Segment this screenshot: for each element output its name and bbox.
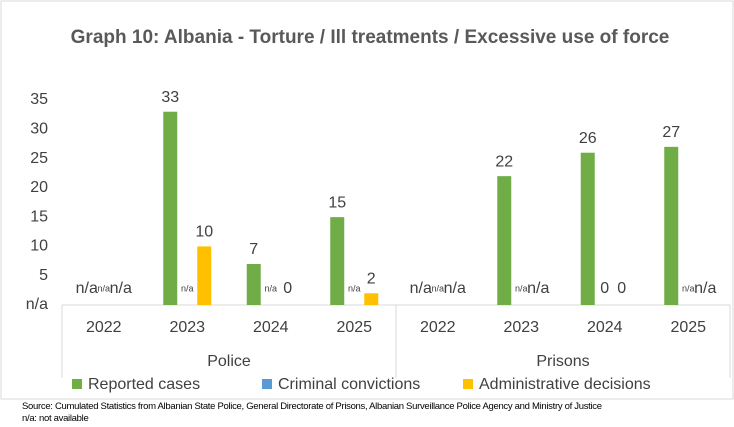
y-tick-label: 10 [30, 238, 48, 255]
bar [330, 217, 345, 305]
bar [163, 111, 178, 305]
data-label: n/a [444, 280, 466, 297]
bar [664, 146, 679, 305]
data-label: 27 [662, 124, 680, 141]
note: n/a: not available [22, 413, 89, 424]
x-tick-label: 2023 [169, 319, 205, 336]
bar [364, 293, 379, 305]
legend-swatch [72, 379, 82, 389]
data-label: 2 [367, 271, 376, 288]
x-tick-label: 2024 [253, 319, 289, 336]
group-label: Prisons [536, 353, 589, 370]
y-tick-label: 20 [30, 179, 48, 196]
data-label: 0 [283, 280, 292, 297]
bar [246, 264, 261, 305]
y-tick-label: 30 [30, 121, 48, 138]
data-label: n/a [515, 283, 528, 293]
chart-title: Graph 10: Albania - Torture / Ill treatm… [70, 27, 670, 48]
x-tick-label: 2025 [670, 319, 706, 336]
legend-label: Reported cases [88, 376, 200, 393]
data-label: n/a [694, 280, 716, 297]
group-label: Police [207, 353, 251, 370]
data-label: 26 [579, 130, 597, 147]
data-label: 15 [328, 194, 346, 211]
y-tick-label: 15 [30, 208, 48, 225]
legend-label: Administrative decisions [479, 376, 651, 393]
data-label: n/a [410, 280, 432, 297]
data-label: 10 [195, 224, 213, 241]
data-label: n/a [431, 283, 444, 293]
data-label: n/a [76, 280, 98, 297]
data-label: 0 [617, 280, 626, 297]
bar [197, 246, 212, 305]
x-tick-label: 2022 [86, 319, 122, 336]
x-tick-label: 2022 [420, 319, 456, 336]
legend-swatch [463, 379, 473, 389]
data-label: n/a [348, 283, 361, 293]
y-tick-label: 5 [39, 267, 48, 284]
legend-swatch [262, 379, 272, 389]
data-label: n/a [110, 280, 132, 297]
y-tick-label: 25 [30, 150, 48, 167]
data-label: 7 [249, 241, 258, 258]
chart-frame [0, 0, 734, 400]
data-label: n/a [97, 283, 110, 293]
x-tick-label: 2025 [336, 319, 372, 336]
data-label: 0 [600, 280, 609, 297]
bar [580, 152, 595, 305]
data-label: n/a [527, 280, 549, 297]
y-tick-label: 35 [30, 91, 48, 108]
bar [497, 176, 512, 305]
y-tick-label: n/a [26, 296, 48, 313]
data-label: n/a [181, 283, 194, 293]
data-label: 33 [161, 89, 179, 106]
legend-label: Criminal convictions [278, 376, 420, 393]
data-label: n/a [682, 283, 695, 293]
source: Source: Cumulated Statistics from Albani… [22, 401, 602, 412]
x-tick-label: 2023 [503, 319, 539, 336]
data-label: 22 [495, 153, 513, 170]
x-tick-label: 2024 [587, 319, 623, 336]
data-label: n/a [264, 283, 277, 293]
